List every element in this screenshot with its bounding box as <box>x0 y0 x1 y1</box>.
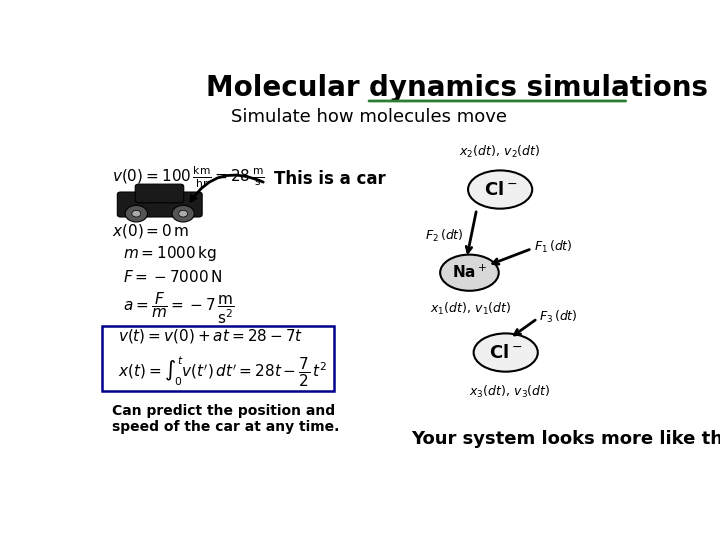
Text: This is a car: This is a car <box>274 170 386 188</box>
Circle shape <box>132 211 141 217</box>
Circle shape <box>172 205 194 222</box>
Circle shape <box>125 205 148 222</box>
Ellipse shape <box>440 255 499 291</box>
Text: Cl$^-$: Cl$^-$ <box>489 343 522 362</box>
Text: $F_2\,(dt)$: $F_2\,(dt)$ <box>425 228 464 244</box>
Text: Your system looks more like this...: Your system looks more like this... <box>411 430 720 448</box>
Text: $F_3\,(dt)$: $F_3\,(dt)$ <box>539 309 578 325</box>
Text: $v(0) = 100\,\frac{\mathrm{km}}{\mathrm{hr}} = 28\,\frac{\mathrm{m}}{\mathrm{s}}: $v(0) = 100\,\frac{\mathrm{km}}{\mathrm{… <box>112 164 265 190</box>
Circle shape <box>179 211 188 217</box>
Text: $v(t) = v(0)+at = 28-7t$: $v(t) = v(0)+at = 28-7t$ <box>118 327 303 345</box>
Text: $x_3(dt),\, v_3(dt)$: $x_3(dt),\, v_3(dt)$ <box>469 384 551 400</box>
FancyBboxPatch shape <box>117 192 202 217</box>
Text: Simulate how molecules move: Simulate how molecules move <box>231 108 507 126</box>
Text: $x(0) = 0\,\mathrm{m}$: $x(0) = 0\,\mathrm{m}$ <box>112 222 190 240</box>
Text: Na$^+$: Na$^+$ <box>452 264 487 281</box>
Text: $x(t) = \int_0^t v(t')\,dt' = 28t - \dfrac{7}{2}\,t^2$: $x(t) = \int_0^t v(t')\,dt' = 28t - \dfr… <box>118 354 328 389</box>
Text: $a = \dfrac{F}{m} = -7\,\dfrac{\mathrm{m}}{\mathrm{s}^2}$: $a = \dfrac{F}{m} = -7\,\dfrac{\mathrm{m… <box>124 291 235 326</box>
FancyBboxPatch shape <box>102 326 334 391</box>
FancyBboxPatch shape <box>135 184 184 203</box>
Text: Can predict the position and
speed of the car at any time.: Can predict the position and speed of th… <box>112 404 340 434</box>
Text: Molecular: Molecular <box>206 73 369 102</box>
Text: $x_1(dt),\, v_1(dt)$: $x_1(dt),\, v_1(dt)$ <box>431 301 512 317</box>
Text: $F = -7000\,\mathrm{N}$: $F = -7000\,\mathrm{N}$ <box>124 269 223 285</box>
Ellipse shape <box>468 171 532 208</box>
Text: $m = 1000\,\mathrm{kg}$: $m = 1000\,\mathrm{kg}$ <box>124 245 217 264</box>
Text: $x_2(dt),\, v_2(dt)$: $x_2(dt),\, v_2(dt)$ <box>459 144 541 160</box>
Text: $F_1\,(dt)$: $F_1\,(dt)$ <box>534 239 572 255</box>
Text: Cl$^-$: Cl$^-$ <box>484 180 517 199</box>
Text: dynamics simulations: dynamics simulations <box>369 73 708 102</box>
Ellipse shape <box>474 333 538 372</box>
